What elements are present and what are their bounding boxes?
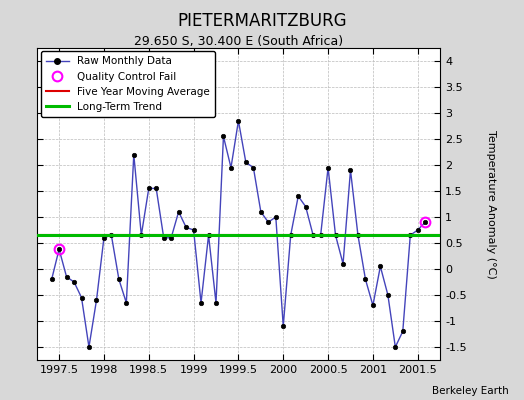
Legend: Raw Monthly Data, Quality Control Fail, Five Year Moving Average, Long-Term Tren: Raw Monthly Data, Quality Control Fail, … (41, 51, 215, 117)
Title: 29.650 S, 30.400 E (South Africa): 29.650 S, 30.400 E (South Africa) (134, 35, 343, 48)
Y-axis label: Temperature Anomaly (°C): Temperature Anomaly (°C) (486, 130, 496, 278)
Text: Berkeley Earth: Berkeley Earth (432, 386, 508, 396)
Text: PIETERMARITZBURG: PIETERMARITZBURG (177, 12, 347, 30)
